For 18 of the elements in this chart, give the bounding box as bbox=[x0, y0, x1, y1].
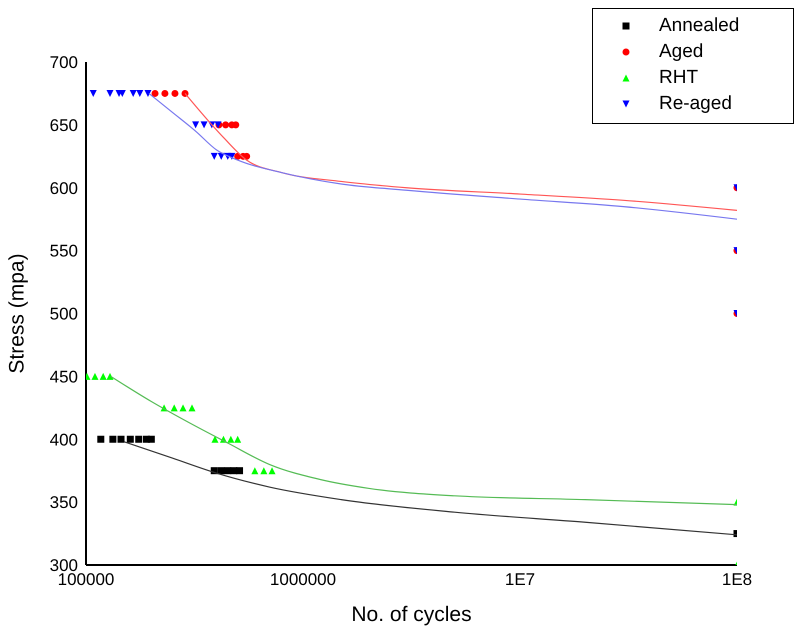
y-tick-label: 650 bbox=[50, 116, 78, 135]
x-tick-label: 100000 bbox=[58, 570, 114, 590]
y-axis-title: Stress (mpa) bbox=[5, 253, 28, 374]
y-tick-label: 700 bbox=[50, 53, 78, 72]
y-tick-label: 500 bbox=[50, 304, 78, 324]
legend-label: Re-aged bbox=[659, 93, 732, 115]
legend-label: Aged bbox=[659, 41, 704, 63]
y-tick-label: 600 bbox=[50, 178, 78, 198]
y-tick-label: 350 bbox=[50, 493, 78, 512]
legend-label: RHT bbox=[659, 67, 698, 89]
x-axis-title: No. of cycles bbox=[351, 603, 472, 626]
x-tick-label: 1000000 bbox=[270, 570, 336, 590]
legend-label: Annealed bbox=[659, 15, 740, 37]
y-tick-label: 450 bbox=[50, 367, 78, 386]
y-tick-label: 550 bbox=[50, 242, 78, 261]
x-tick-label: 1E8 bbox=[722, 570, 752, 590]
x-tick-label: 1E7 bbox=[504, 570, 536, 590]
y-tick-label: 400 bbox=[50, 430, 78, 450]
